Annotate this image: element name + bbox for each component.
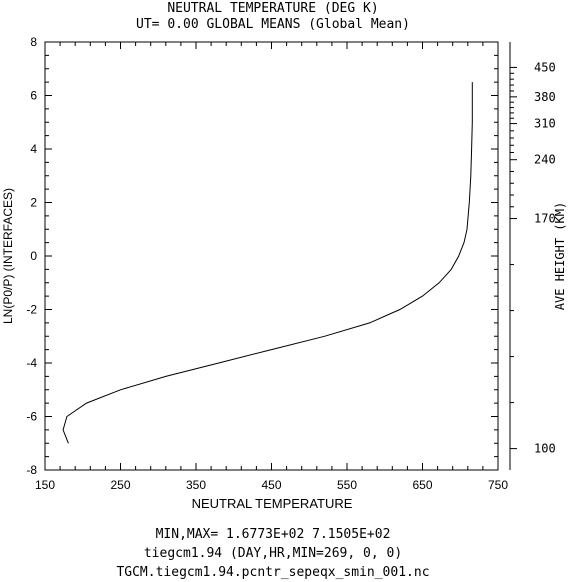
y-tick-label: -6 [26, 410, 37, 424]
chart-subtitle: UT= 0.00 GLOBAL MEANS (Global Mean) [136, 17, 410, 32]
x-tick-label: 250 [110, 478, 130, 492]
tick-labels: 150 250 350 450 550 650 750 -8 -6 -4 -2 0 2 4 6 8 100 170… [26, 35, 555, 492]
x-tick-label: 650 [412, 478, 432, 492]
y-tick-label: 8 [30, 35, 37, 49]
plot-axes [44, 41, 511, 471]
height-tick-label: 100 [534, 442, 556, 456]
y-tick-label: -8 [26, 463, 37, 477]
right-axis-label: AVE HEIGHT (KM) [553, 202, 567, 310]
footer-model-info: tiegcm1.94 (DAY,HR,MIN=269, 0, 0) [144, 546, 402, 561]
height-tick-label: 310 [534, 117, 556, 131]
x-axis-label: NEUTRAL TEMPERATURE [192, 496, 353, 511]
y-tick-label: -4 [26, 356, 37, 370]
y-tick-label: 4 [30, 142, 37, 156]
height-tick-label: 380 [534, 90, 556, 104]
chart-title: NEUTRAL TEMPERATURE (DEG K) [167, 1, 378, 16]
y-axis-label: LN(P0/P) (INTERFACES) [1, 188, 15, 324]
y-tick-label: 2 [30, 196, 37, 210]
y-tick-label: 0 [30, 249, 37, 263]
height-tick-label: 170 [534, 212, 556, 226]
footer-min-max: MIN,MAX= 1.6773E+02 7.1505E+02 [156, 527, 391, 542]
height-tick-label: 240 [534, 153, 556, 167]
tick-marks [44, 41, 517, 471]
x-tick-label: 750 [488, 478, 508, 492]
y-tick-label: 6 [30, 89, 37, 103]
temperature-profile-line [62, 82, 473, 444]
footer-file-name: TGCM.tiegcm1.94.pcntr_sepeqx_smin_001.nc [116, 565, 429, 580]
x-tick-label: 150 [35, 478, 55, 492]
x-tick-label: 350 [186, 478, 206, 492]
y-tick-label: -2 [26, 303, 37, 317]
height-tick-label: 450 [534, 60, 556, 74]
x-tick-label: 450 [261, 478, 281, 492]
plot-frame [44, 41, 499, 471]
x-tick-label: 550 [337, 478, 357, 492]
